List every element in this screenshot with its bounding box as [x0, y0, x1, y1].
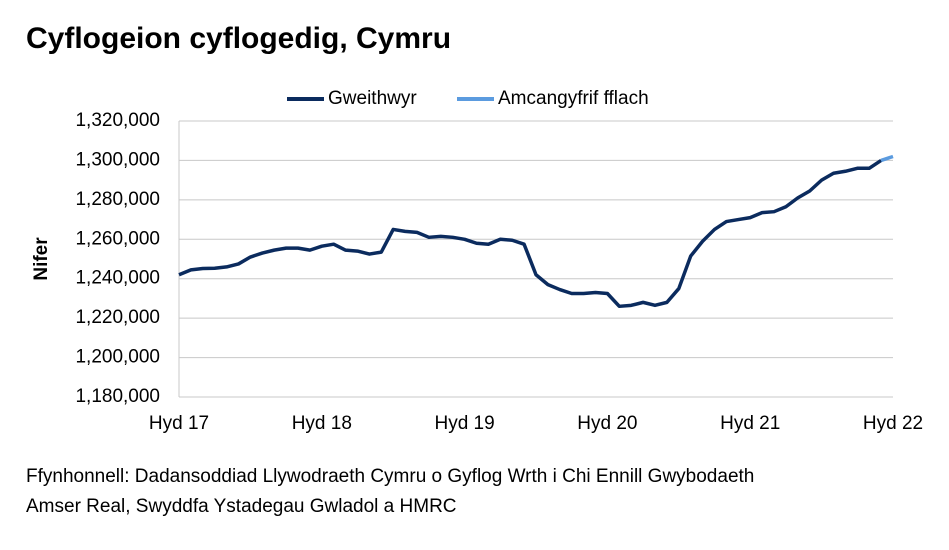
y-tick-label: 1,280,000 — [75, 189, 160, 210]
y-tick-label: 1,220,000 — [75, 307, 160, 328]
chart-title: Cyflogeion cyflogedig, Cymru — [26, 22, 451, 55]
x-tick-label: Hyd 21 — [720, 413, 780, 434]
x-tick-label: Hyd 20 — [577, 413, 637, 434]
y-tick-label: 1,300,000 — [75, 149, 160, 170]
legend-label: Gweithwyr — [328, 88, 417, 109]
source: Amser Real, Swyddfa Ystadegau Gwladol a … — [26, 496, 457, 517]
x-tick-label: Hyd 22 — [863, 413, 923, 434]
series-line — [178, 158, 883, 309]
y-axis-label: Nifer — [31, 237, 52, 281]
x-tick-label: Hyd 18 — [292, 413, 352, 434]
x-tick-label: Hyd 17 — [149, 413, 209, 434]
legend-label: Amcangyfrif fflach — [498, 88, 649, 109]
y-tick-label: 1,200,000 — [75, 347, 160, 368]
y-tick-label: 1,180,000 — [75, 386, 160, 407]
y-tick-label: 1,260,000 — [75, 228, 160, 249]
source: Ffynhonnell: Dadansoddiad Llywodraeth Cy… — [26, 466, 754, 487]
x-tick-label: Hyd 19 — [434, 413, 494, 434]
series-line — [880, 154, 894, 163]
y-tick-label: 1,320,000 — [75, 110, 160, 131]
y-tick-label: 1,240,000 — [75, 268, 160, 289]
